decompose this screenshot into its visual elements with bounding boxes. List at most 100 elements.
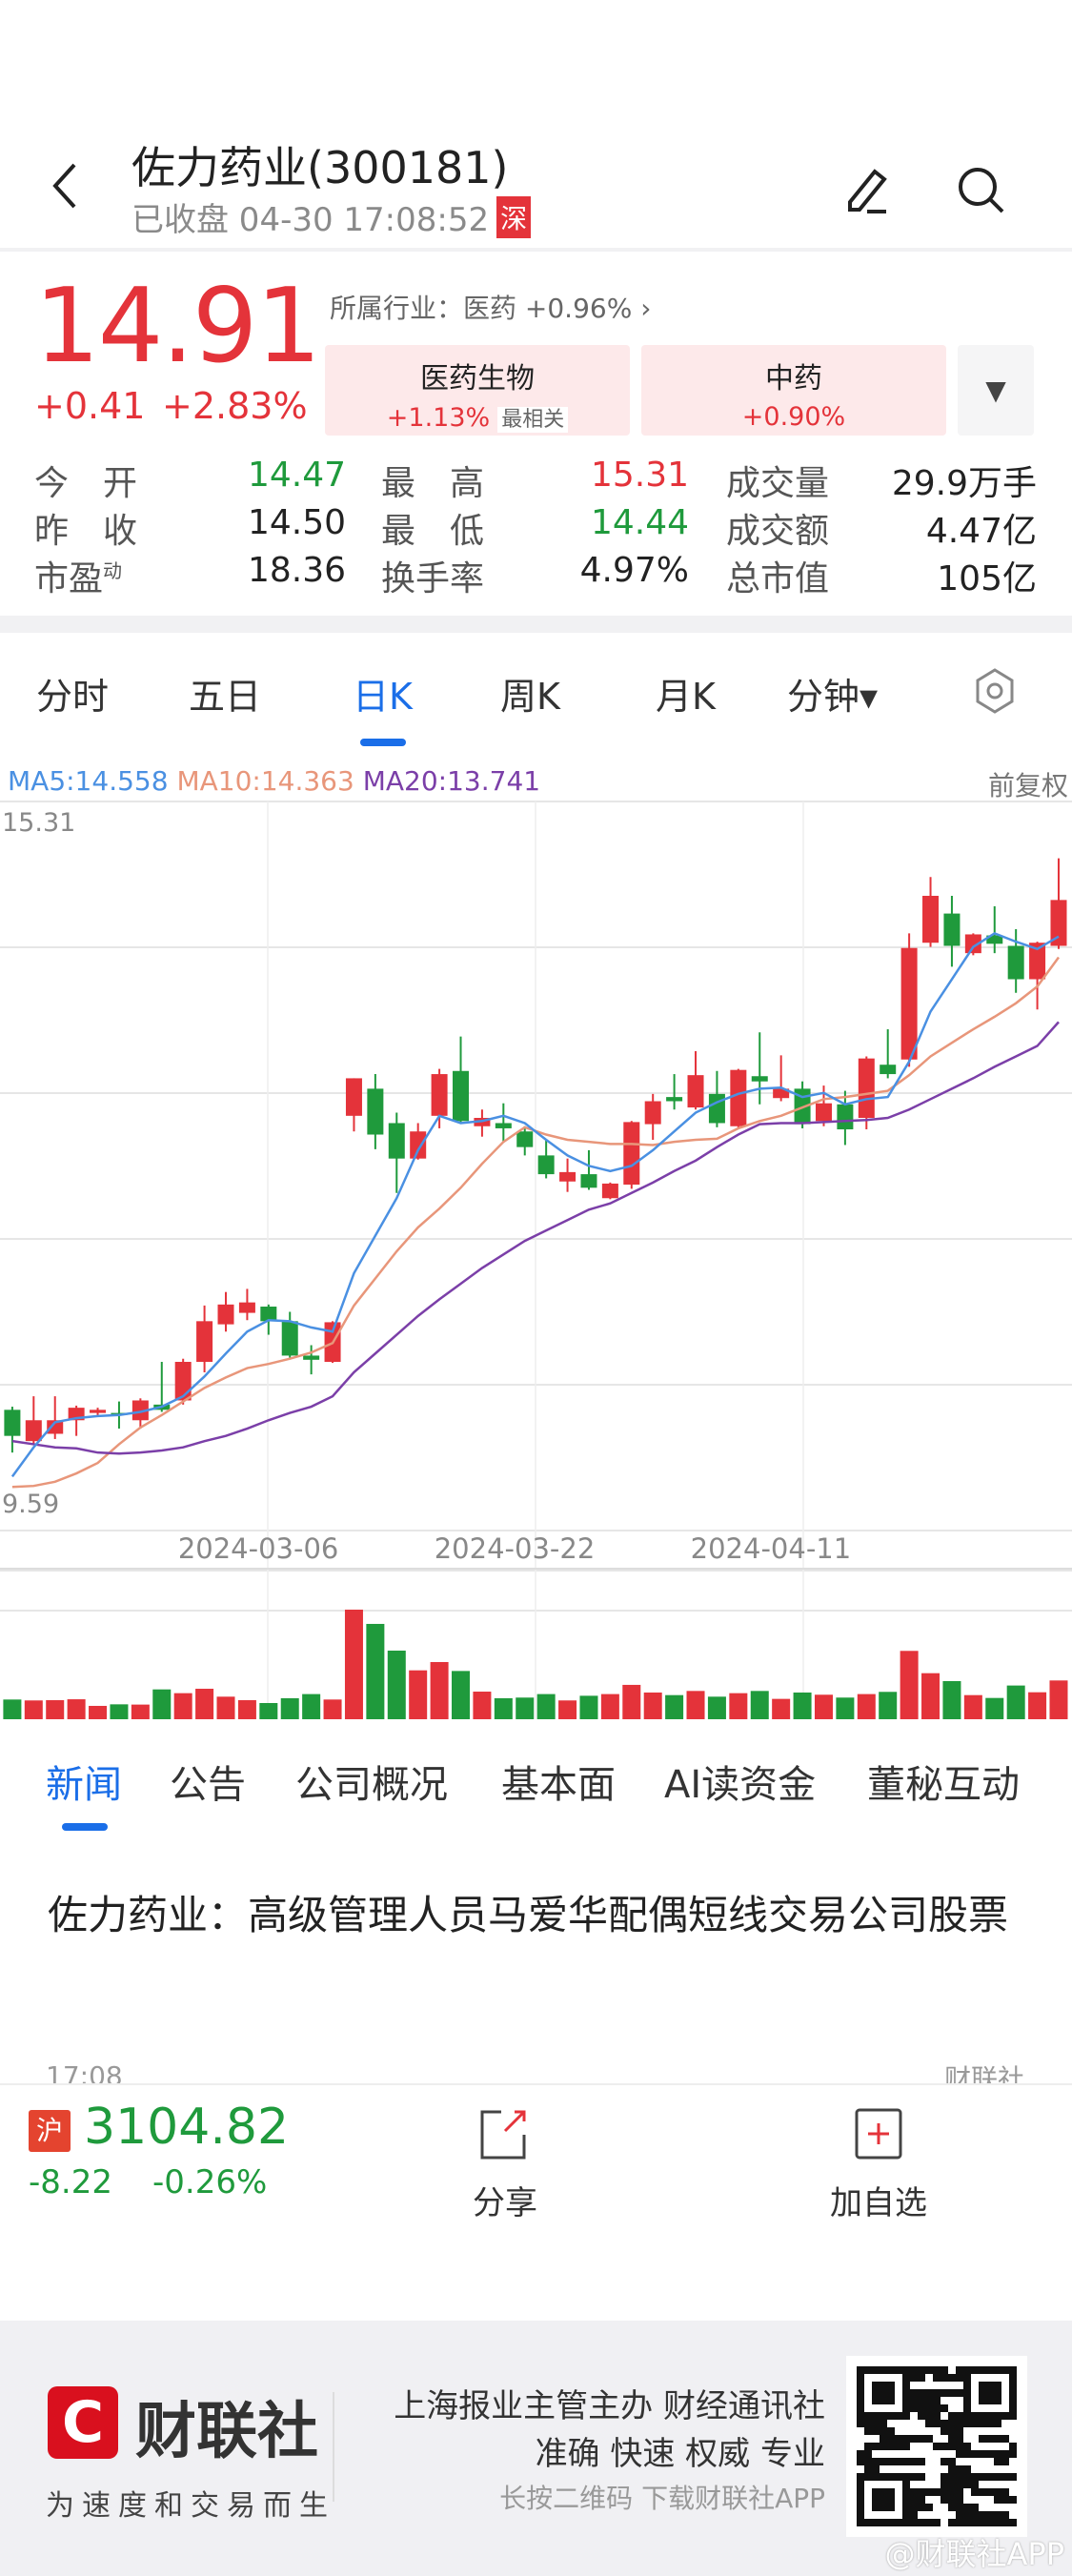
qr-module (872, 2420, 880, 2427)
qr-module (963, 2412, 971, 2420)
search-button[interactable] (953, 160, 1010, 221)
qr-module (1009, 2412, 1017, 2420)
news-tab[interactable]: 公司概况 (295, 1763, 448, 1807)
volume-bar (707, 1696, 726, 1719)
qr-module (880, 2366, 887, 2374)
chart-tab[interactable]: 分时 (36, 676, 110, 718)
qr-module (941, 2374, 948, 2382)
stat-label: 市盈动 (34, 551, 122, 600)
qr-module (872, 2412, 880, 2420)
qr-module (880, 2389, 887, 2397)
qr-module (994, 2389, 1001, 2397)
sh-index-value[interactable]: 3104.82 (84, 2099, 290, 2156)
qr-module (933, 2443, 941, 2450)
volume-bar (89, 1705, 108, 1719)
qr-module (887, 2458, 895, 2465)
qr-module (986, 2382, 994, 2389)
candle-body (773, 1088, 790, 1099)
qr-module (910, 2519, 918, 2526)
add-watchlist-button[interactable]: 加自选 (819, 2108, 938, 2223)
chart-tab[interactable]: 月K (656, 676, 716, 718)
stock-title: 佐力药业(300181) (131, 142, 509, 193)
chart-tab[interactable]: 五日 (189, 676, 262, 718)
qr-module (1009, 2389, 1017, 2397)
qr-module (925, 2519, 933, 2526)
divider (333, 2392, 334, 2502)
qr-module (918, 2389, 925, 2397)
qr-module (1009, 2519, 1017, 2526)
qr-module (887, 2504, 895, 2511)
volume-bar (793, 1692, 812, 1719)
qr-module (902, 2496, 910, 2504)
qr-module (895, 2473, 902, 2481)
qr-module (918, 2504, 925, 2511)
footer-line-3: 长按二维码 下载财联社APP (499, 2483, 825, 2514)
news-tab[interactable]: 新闻 (46, 1763, 122, 1807)
qr-module (918, 2366, 925, 2374)
qr-module (979, 2366, 986, 2374)
qr-module (887, 2519, 895, 2526)
news-tab[interactable]: AI读资金 (664, 1763, 817, 1807)
volume-bar (302, 1694, 321, 1719)
sector-card-2[interactable]: 中药 +0.90% (641, 345, 946, 436)
volume-bar (963, 1694, 982, 1719)
qr-module (1001, 2519, 1009, 2526)
news-tab-indicator (62, 1823, 108, 1831)
qr-module (925, 2389, 933, 2397)
volume-bar (387, 1651, 406, 1719)
share-button[interactable]: 分享 (457, 2108, 553, 2223)
qr-module (1001, 2496, 1009, 2504)
qr-module (910, 2504, 918, 2511)
candle-body (751, 1076, 768, 1082)
qr-code[interactable] (846, 2356, 1027, 2537)
qr-module (902, 2366, 910, 2374)
qr-module (1001, 2488, 1009, 2496)
expand-sectors-button[interactable]: ▼ (958, 345, 1034, 436)
qr-module (880, 2458, 887, 2465)
qr-module (872, 2519, 880, 2526)
news-headline[interactable]: 佐力药业：高级管理人员马爱华配偶短线交易公司股票 (48, 1892, 1009, 1938)
candle-body (345, 1078, 362, 1116)
news-tab[interactable]: 公告 (170, 1763, 246, 1807)
qr-module (902, 2412, 910, 2420)
qr-module (971, 2504, 979, 2511)
qr-module (941, 2443, 948, 2450)
volume-bar (173, 1693, 192, 1719)
qr-module (895, 2519, 902, 2526)
chart-settings-button[interactable] (974, 667, 1016, 719)
edit-button[interactable] (840, 160, 898, 221)
qr-module (948, 2374, 956, 2382)
qr-module (857, 2366, 864, 2374)
chart-tab[interactable]: 周K (500, 676, 560, 718)
qr-module (918, 2473, 925, 2481)
ma5-legend: MA5:14.558 (8, 765, 169, 797)
qr-module (941, 2427, 948, 2435)
qr-module (872, 2473, 880, 2481)
news-tab[interactable]: 董秘互动 (867, 1763, 1020, 1807)
qr-module (979, 2450, 986, 2458)
sh-index-badge: 沪 (29, 2110, 71, 2152)
qr-module (1009, 2397, 1017, 2404)
back-button[interactable] (46, 157, 84, 214)
adjust-mode-button[interactable]: 前复权 (987, 770, 1068, 801)
qr-module (933, 2366, 941, 2374)
chart-tab[interactable]: 分钟▾ (787, 676, 879, 718)
sector-name: 医药生物 (420, 362, 535, 396)
qr-module (864, 2519, 872, 2526)
kline-chart[interactable] (0, 0, 1072, 1744)
qr-module (880, 2382, 887, 2389)
qr-module (963, 2481, 971, 2488)
sector-card-1[interactable]: 医药生物 +1.13% 最相关 (325, 345, 630, 436)
chart-tab[interactable]: 日K (353, 676, 413, 718)
volume-bar (836, 1697, 855, 1719)
news-tab[interactable]: 基本面 (501, 1763, 616, 1807)
volume-bar (750, 1691, 769, 1719)
settings-hexagon-icon (976, 668, 1014, 714)
qr-module (948, 2427, 956, 2435)
industry-link[interactable]: 所属行业：医药 +0.96% › (330, 288, 651, 326)
stat-label: 今 开 (34, 456, 137, 505)
qr-module (872, 2366, 880, 2374)
qr-module (933, 2488, 941, 2496)
stat-label-text: 市盈 (34, 559, 104, 598)
ma10-legend: MA10:14.363 (176, 765, 354, 797)
